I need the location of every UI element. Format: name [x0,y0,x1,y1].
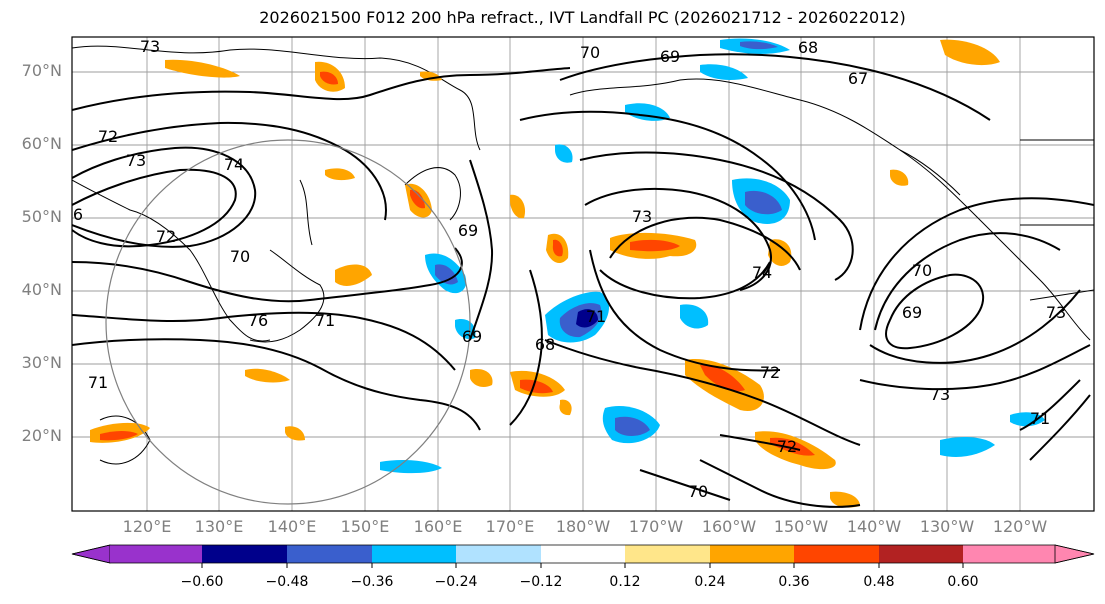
contour-label: 71 [1030,409,1050,428]
contour-label: 76 [248,311,268,330]
lon-label: 120°E [122,517,172,536]
contour-label: 72 [156,227,176,246]
colorbar-tick-label: −0.24 [434,574,478,590]
lat-label: 60°N [21,134,62,153]
colorbar-bin [541,545,625,563]
contour-label: 69 [458,221,478,240]
colorbar-max-arrow [1054,544,1095,564]
lat-label: 40°N [21,280,62,299]
lat-label: 50°N [21,207,62,226]
colorbar-outline [71,544,1095,564]
lon-label: 170°E [485,517,535,536]
colorbar-min-arrow [71,544,111,564]
lon-label: 150°W [773,517,829,536]
lat-label: 20°N [21,426,62,445]
contour-label: 70 [688,482,708,501]
colorbar-ticks [201,563,964,568]
contour-label: 71 [315,311,335,330]
colorbar-bin [963,545,1055,563]
contour-label: 6 [73,205,83,224]
colorbar-tick-label: −0.12 [519,574,563,590]
colorbar-bin [879,545,963,563]
colorbar-tick-label: −0.48 [265,574,309,590]
colorbar-tick-label: 0.36 [778,574,810,590]
reference-circle [105,139,471,505]
colorbar-tick-label: −0.60 [180,574,224,590]
lon-label: 130°E [194,517,244,536]
contour-label: 72 [98,127,118,146]
lon-label: 160°W [701,517,757,536]
lon-label: 160°E [413,517,463,536]
colorbar-bin [287,545,372,563]
lon-label: 140°W [846,517,902,536]
contour-label: 69 [902,303,922,322]
contour-label: 73 [140,37,160,56]
map-frame [71,36,1095,512]
contour-label: 71 [586,307,606,326]
contour-label: 72 [777,437,797,456]
colorbar-bin [110,545,202,563]
colorbar-bin [456,545,541,563]
contour-label: 67 [848,69,868,88]
lon-label: 130°W [919,517,975,536]
colorbar [71,544,1095,568]
lon-label: 120°W [992,517,1048,536]
contour-label-group: 73 70 69 68 67 72 73 74 72 70 76 71 71 6… [73,37,1066,501]
contour-label: 73 [632,207,652,226]
negative-anomaly-shading [380,38,1045,474]
colorbar-bin [710,545,794,563]
colorbar-bin [625,545,710,563]
colorbar-tick-label: 0.24 [694,574,726,590]
contour-label: 74 [752,263,772,282]
colorbar-tick-label: 0.12 [609,574,641,590]
contour-label: 70 [230,247,250,266]
colorbar-bin [202,545,287,563]
lat-label: 30°N [21,353,62,372]
positive-anomaly-shading [90,39,1000,508]
contour-label: 69 [660,47,680,66]
lon-label: 140°E [267,517,317,536]
colorbar-tick-label: 0.48 [863,574,895,590]
contour-label: 73 [1046,303,1066,322]
contour-label: 69 [462,327,482,346]
contour-label: 72 [760,363,780,382]
colorbar-bin [794,545,879,563]
contour-label: 73 [126,151,146,170]
contour-label: 68 [798,38,818,57]
contour-label: 70 [912,261,932,280]
lat-label: 70°N [21,61,62,80]
coastlines [72,45,1094,465]
lon-label: 170°W [628,517,684,536]
contour-label: 71 [88,373,108,392]
contour-label: 73 [930,385,950,404]
contour-label: 68 [535,335,555,354]
lon-label: 150°E [340,517,390,536]
colorbar-bin [372,545,456,563]
refractivity-contours [72,53,1094,508]
lon-label: 180°W [555,517,611,536]
contour-label: 70 [580,43,600,62]
colorbar-tick-label: −0.36 [350,574,394,590]
contour-label: 74 [224,155,244,174]
colorbar-tick-label: 0.60 [947,574,979,590]
map-title: 2026021500 F012 200 hPa refract., IVT La… [259,8,906,27]
